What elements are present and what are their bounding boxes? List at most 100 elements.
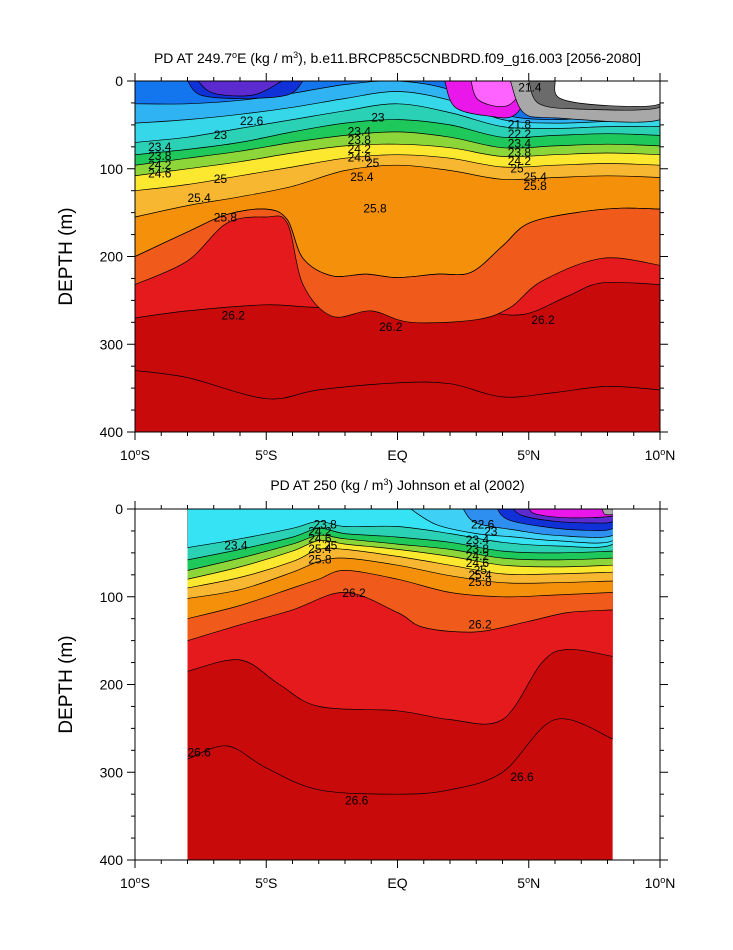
contour-label: 25.4 — [308, 542, 332, 556]
contour-label: 26.2 — [468, 617, 492, 631]
contour-label: 25.4 — [350, 170, 374, 184]
x-tick-number: 5 — [255, 875, 263, 891]
contour-label: 26.2 — [379, 320, 403, 334]
contour-line — [135, 207, 660, 278]
x-tick-hemisphere: N — [665, 875, 675, 891]
contour-label: 26.2 — [342, 586, 366, 600]
title-part: PD AT 249.7 — [154, 50, 232, 66]
contour-label: 21.4 — [518, 81, 542, 95]
title-part: 3 — [383, 477, 388, 487]
contour-field: 23.423.824.224.62525.425.826.222.62323.4… — [187, 509, 613, 860]
y-tick-label: 100 — [100, 161, 124, 177]
contour-label: 23.4 — [348, 124, 372, 138]
x-tick-hemisphere: N — [665, 447, 675, 463]
x-tick-degree: o — [136, 875, 141, 885]
x-tick-label: 5oS — [255, 875, 277, 891]
y-tick-label: 200 — [100, 249, 124, 265]
contour-label: 26.6 — [345, 794, 369, 808]
contour-label: 21.8 — [508, 117, 532, 131]
x-tick-label: 10oS — [120, 447, 150, 463]
contour-band-21-4 — [528, 509, 613, 519]
x-tick-label: 10oS — [120, 875, 150, 891]
x-tick-label: EQ — [387, 875, 407, 891]
contour-label: 25.4 — [188, 191, 212, 205]
chart-title: PD AT 250 (kg / m3) Johnson et al (2002) — [270, 477, 524, 493]
contour-label: 24.2 — [508, 154, 532, 168]
x-tick-hemisphere: S — [141, 875, 150, 891]
contour-label: 24.2 — [308, 524, 332, 538]
x-tick-number: 10 — [645, 447, 661, 463]
y-tick-label: 100 — [100, 589, 124, 605]
contour-line — [135, 370, 660, 400]
contour-label: 24.6 — [466, 556, 490, 570]
x-tick-label: 5oN — [517, 447, 540, 463]
contour-label: 23.8 — [466, 542, 490, 556]
contour-label: 23 — [214, 128, 228, 142]
contour-label: 25.8 — [468, 575, 492, 589]
x-tick-number: EQ — [387, 447, 407, 463]
contour-label: 23 — [484, 524, 498, 538]
contour-label: 26.6 — [188, 745, 212, 759]
contour-label: 23.8 — [148, 149, 172, 163]
contour-label: 23.4 — [466, 533, 490, 547]
x-tick-hemisphere: N — [530, 875, 540, 891]
contour-label: 23.4 — [148, 140, 172, 154]
contour-label: 25 — [510, 161, 524, 175]
x-tick-degree: o — [263, 875, 268, 885]
y-axis-label: DEPTH (m) — [56, 635, 77, 733]
contour-label: 26.2 — [531, 313, 555, 327]
contour-label: 23.8 — [348, 133, 372, 147]
contour-label: 25.4 — [524, 170, 548, 184]
contour-label: 25.8 — [308, 552, 332, 566]
x-tick-degree: o — [660, 447, 665, 457]
title-part: E (kg / m — [237, 50, 293, 66]
contour-label: 24.2 — [466, 549, 490, 563]
contour-label: 25.8 — [214, 210, 238, 224]
contour-label: 25.4 — [468, 568, 492, 582]
x-tick-hemisphere: S — [268, 447, 277, 463]
contour-label: 25 — [324, 538, 338, 552]
contour-label: 25 — [474, 563, 488, 577]
contour-band-21 — [601, 509, 613, 516]
chart-title: PD AT 249.7oE (kg / m3), b.e11.BRCP85C5C… — [154, 50, 641, 66]
contour-band-21-8 — [197, 81, 283, 97]
contour-label: 25 — [366, 156, 380, 170]
contour-band-21 — [554, 81, 660, 107]
y-tick-label: 400 — [100, 852, 124, 868]
x-tick-degree: o — [525, 875, 530, 885]
x-tick-hemisphere: S — [141, 447, 150, 463]
contour-label: 25.8 — [524, 179, 548, 193]
contour-label: 23.4 — [224, 538, 248, 552]
contour-label: 25.8 — [363, 202, 387, 216]
title-part: ) Johnson et al (2002) — [388, 477, 524, 493]
contour-label: 24.6 — [348, 151, 372, 165]
x-tick-number: 10 — [645, 875, 661, 891]
title-part: ), b.e11.BRCP85C5CNBDRD.f09_g16.003 [205… — [298, 50, 641, 66]
y-tick-label: 400 — [100, 424, 124, 440]
x-tick-number: 10 — [120, 447, 136, 463]
x-tick-hemisphere: N — [530, 447, 540, 463]
contour-label: 23 — [371, 110, 385, 124]
x-tick-label: 10oN — [645, 447, 676, 463]
x-tick-number: 5 — [517, 447, 525, 463]
contour-label: 22.6 — [471, 517, 495, 531]
x-tick-degree: o — [136, 447, 141, 457]
contour-label: 25 — [214, 172, 228, 186]
x-tick-hemisphere: S — [268, 875, 277, 891]
contour-label: 24.2 — [348, 142, 372, 156]
y-tick-label: 0 — [115, 501, 123, 517]
x-tick-number: 10 — [120, 875, 136, 891]
x-tick-degree: o — [660, 875, 665, 885]
title-part: PD AT 250 (kg / m — [270, 477, 383, 493]
x-tick-label: 5oS — [255, 447, 277, 463]
contour-label: 22.2 — [508, 127, 532, 141]
y-tick-label: 0 — [115, 73, 123, 89]
contour-label: 22.6 — [240, 114, 264, 128]
contour-label: 24.6 — [308, 531, 332, 545]
contour-label: 26.6 — [510, 770, 534, 784]
x-tick-label: 5oN — [517, 875, 540, 891]
x-tick-degree: o — [263, 447, 268, 457]
x-tick-number: 5 — [517, 875, 525, 891]
